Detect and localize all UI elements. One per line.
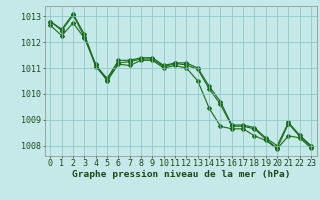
X-axis label: Graphe pression niveau de la mer (hPa): Graphe pression niveau de la mer (hPa) [72,170,290,179]
